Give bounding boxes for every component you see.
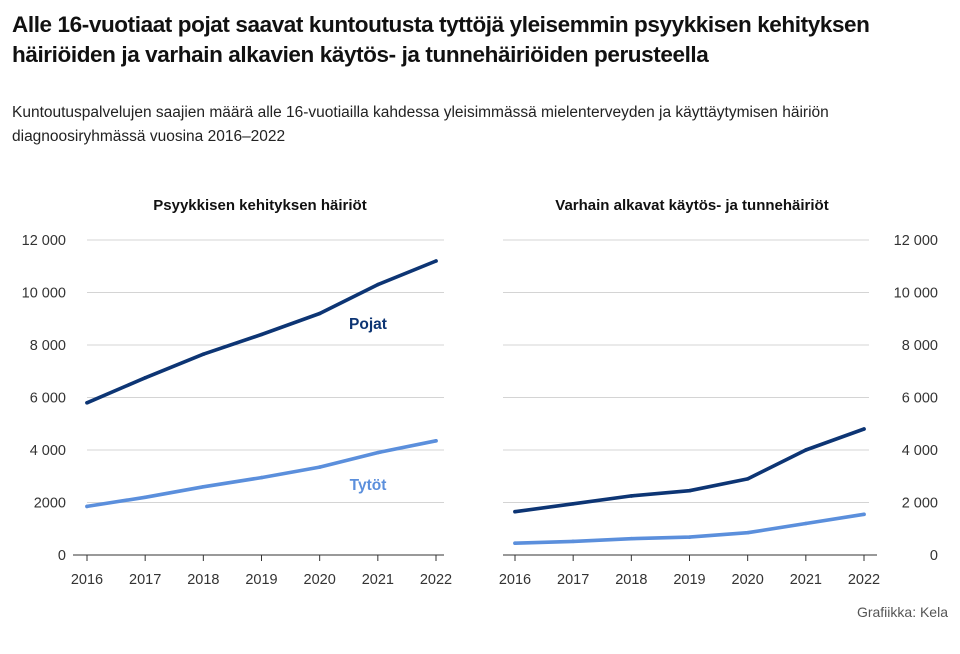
y-tick-label: 10 000 xyxy=(22,286,66,302)
panel-right: Varhain alkavat käytös- ja tunnehäiriöt 0… xyxy=(499,197,938,588)
x-tick-label: 2017 xyxy=(557,572,589,588)
data-point-tytöt xyxy=(513,541,517,545)
y-tick-label: 6 000 xyxy=(30,391,66,407)
x-tick-label: 2022 xyxy=(420,572,452,588)
data-point-pojat xyxy=(745,477,750,481)
x-tick-label: 2018 xyxy=(615,572,647,588)
chart-title: Alle 16-vuotiaat pojat saavat kuntoutust… xyxy=(12,12,870,67)
x-tick-label: 2021 xyxy=(362,572,394,588)
data-point-pojat xyxy=(317,311,322,316)
data-point-pojat xyxy=(629,494,634,498)
data-point-pojat xyxy=(201,352,206,356)
data-point-tytöt xyxy=(85,504,89,509)
x-tick-label: 2022 xyxy=(848,572,880,588)
y-tick-label: 12 000 xyxy=(894,233,938,249)
y-tick-label: 8 000 xyxy=(30,338,66,354)
x-tick-label: 2016 xyxy=(71,572,103,588)
data-point-tytöt xyxy=(434,439,438,443)
data-point-tytöt xyxy=(804,521,808,526)
data-point-tytöt xyxy=(317,465,322,469)
series-label-pojat: Pojat xyxy=(349,316,387,333)
x-tick-label: 2018 xyxy=(187,572,219,588)
data-point-pojat xyxy=(862,427,866,431)
data-point-pojat xyxy=(687,488,692,493)
data-point-tytöt xyxy=(629,536,634,541)
y-tick-label: 4 000 xyxy=(902,443,938,459)
y-tick-label: 8 000 xyxy=(902,338,938,354)
y-tick-label: 2000 xyxy=(34,496,66,512)
y-tick-label: 2 000 xyxy=(902,496,938,512)
y-tick-label: 0 xyxy=(930,548,938,564)
data-point-tytöt xyxy=(687,535,692,539)
data-point-pojat xyxy=(259,332,264,337)
data-point-pojat xyxy=(143,376,147,380)
panel-title: Varhain alkavat käytös- ja tunnehäiriöt xyxy=(555,197,828,214)
y-tick-label: 6 000 xyxy=(902,391,938,407)
data-point-pojat xyxy=(513,509,517,514)
y-tick-label: 12 000 xyxy=(22,233,66,249)
data-point-pojat xyxy=(85,400,89,405)
data-point-tytöt xyxy=(201,484,206,489)
x-tick-label: 2021 xyxy=(790,572,822,588)
chart-subtitle: Kuntoutuspalvelujen saajien määrä alle 1… xyxy=(12,104,829,145)
data-point-tytöt xyxy=(376,450,380,455)
x-tick-label: 2020 xyxy=(732,572,764,588)
data-point-tytöt xyxy=(143,495,147,500)
data-point-tytöt xyxy=(571,539,575,544)
data-point-tytöt xyxy=(259,475,264,480)
data-point-pojat xyxy=(804,448,808,452)
panel-left: Psyykkisen kehityksen häiriöt 0 2000 4 000 6… xyxy=(22,197,452,588)
data-point-tytöt xyxy=(862,512,866,517)
x-tick-label: 2020 xyxy=(304,572,336,588)
y-tick-label: 4 000 xyxy=(30,443,66,459)
x-tick-label: 2019 xyxy=(245,572,277,588)
x-tick-label: 2016 xyxy=(499,572,531,588)
data-point-pojat xyxy=(376,282,380,287)
data-point-tytöt xyxy=(745,530,750,535)
data-point-pojat xyxy=(434,259,438,263)
series-label-tytöt: Tytöt xyxy=(350,477,387,494)
data-point-pojat xyxy=(571,502,575,506)
series-line-tytöt xyxy=(85,438,438,509)
series-line-pojat xyxy=(513,427,866,514)
y-tick-label: 10 000 xyxy=(894,286,938,302)
x-tick-label: 2019 xyxy=(673,572,705,588)
panel-title: Psyykkisen kehityksen häiriöt xyxy=(153,197,366,214)
source-credit: Grafiikka: Kela xyxy=(856,604,948,620)
x-tick-label: 2017 xyxy=(129,572,161,588)
y-tick-label: 0 xyxy=(58,548,66,564)
